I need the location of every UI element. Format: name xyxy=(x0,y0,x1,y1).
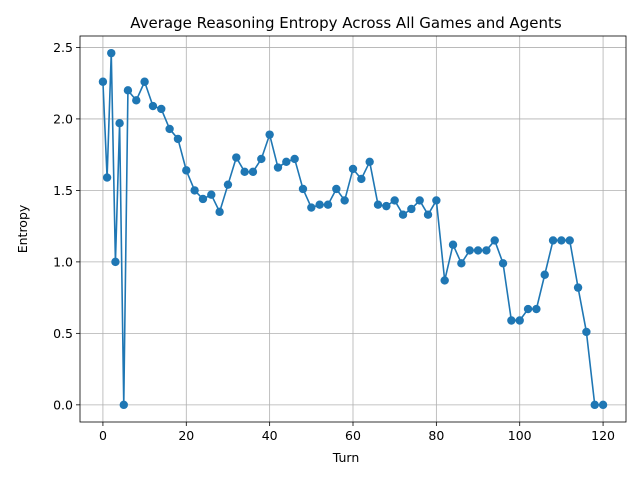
data-point xyxy=(102,173,112,182)
data-point xyxy=(315,200,324,209)
data-point xyxy=(290,154,299,164)
grid-lines xyxy=(80,36,626,422)
data-point xyxy=(398,210,408,219)
data-point xyxy=(498,259,508,268)
data-point xyxy=(565,236,574,245)
y-axis-label: Entropy xyxy=(15,204,30,253)
data-point xyxy=(115,119,124,128)
chart-title: Average Reasoning Entropy Across All Gam… xyxy=(130,14,562,32)
y-tick-label: 2.0 xyxy=(53,111,73,126)
y-tick-label: 2.5 xyxy=(53,40,73,55)
data-point xyxy=(173,134,183,144)
data-point xyxy=(257,154,266,164)
data-point xyxy=(407,204,416,214)
series-points xyxy=(98,48,608,410)
data-point xyxy=(273,163,283,172)
data-point xyxy=(432,196,441,205)
data-point xyxy=(215,207,224,217)
y-tick-label: 0.5 xyxy=(53,326,73,341)
data-point xyxy=(332,184,341,194)
x-tick-label: 20 xyxy=(178,428,194,443)
data-point xyxy=(423,210,433,219)
data-point xyxy=(573,283,583,292)
data-point xyxy=(415,196,424,205)
data-point xyxy=(232,153,241,162)
data-point xyxy=(198,194,208,204)
data-point xyxy=(582,327,591,337)
data-point xyxy=(490,236,499,245)
data-point xyxy=(348,164,358,174)
data-point xyxy=(482,246,491,255)
data-point xyxy=(248,167,258,177)
data-point xyxy=(240,167,249,177)
y-tick-label: 1.5 xyxy=(53,183,73,198)
data-point xyxy=(507,316,516,325)
y-tick-label: 0.0 xyxy=(53,397,73,412)
data-point xyxy=(390,196,399,205)
data-point xyxy=(207,190,216,199)
data-point xyxy=(382,201,391,211)
x-tick-label: 80 xyxy=(428,428,444,443)
data-point xyxy=(532,304,541,314)
data-point xyxy=(157,104,166,114)
data-point xyxy=(465,246,474,255)
x-tick-label: 0 xyxy=(99,428,107,443)
data-point xyxy=(365,157,374,167)
x-axis-ticks: 0 20 40 60 80 100 120 xyxy=(99,422,615,443)
data-point xyxy=(473,246,483,255)
data-point xyxy=(165,124,174,134)
x-tick-label: 120 xyxy=(591,428,615,443)
x-tick-label: 100 xyxy=(508,428,532,443)
data-point xyxy=(523,304,533,314)
data-point xyxy=(448,240,458,249)
data-point xyxy=(590,400,599,410)
data-point xyxy=(307,203,316,212)
data-point xyxy=(373,200,383,209)
data-point xyxy=(357,174,366,184)
x-tick-label: 60 xyxy=(345,428,361,443)
data-point xyxy=(557,236,566,245)
data-point xyxy=(440,276,449,285)
data-point xyxy=(515,316,524,325)
data-point xyxy=(598,400,608,410)
data-point xyxy=(107,48,116,58)
x-tick-label: 40 xyxy=(262,428,278,443)
y-axis-ticks: 0.0 0.5 1.0 1.5 2.0 2.5 xyxy=(53,40,80,412)
plot-frame xyxy=(79,35,627,423)
data-point xyxy=(190,186,199,195)
data-point xyxy=(119,400,128,410)
data-point xyxy=(98,77,108,86)
data-point xyxy=(323,200,333,209)
data-point xyxy=(111,257,120,267)
data-point xyxy=(148,101,158,111)
data-point xyxy=(140,77,149,86)
y-tick-label: 1.0 xyxy=(53,254,73,269)
data-point xyxy=(298,184,308,194)
data-point xyxy=(340,196,349,205)
data-point xyxy=(540,270,549,279)
data-point xyxy=(282,157,291,167)
data-point xyxy=(265,130,274,139)
data-point xyxy=(123,86,133,95)
data-point xyxy=(132,96,141,105)
data-point xyxy=(223,180,233,189)
data-point xyxy=(548,236,558,245)
x-axis-label: Turn xyxy=(332,450,360,465)
data-point xyxy=(457,259,466,268)
data-point xyxy=(182,166,191,175)
